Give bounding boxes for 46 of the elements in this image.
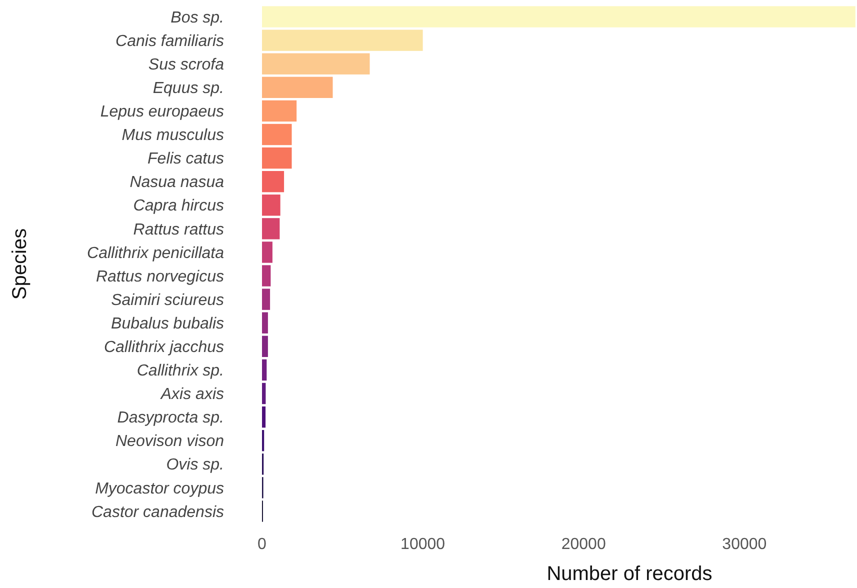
bar bbox=[262, 288, 270, 310]
bar bbox=[262, 124, 292, 146]
y-tick-label: Mus musculus bbox=[122, 127, 224, 144]
y-tick-label: Lepus europaeus bbox=[100, 104, 224, 121]
x-tick-label: 20000 bbox=[561, 536, 606, 553]
y-tick-label: Canis familiaris bbox=[116, 32, 224, 50]
x-tick-label: 30000 bbox=[722, 536, 767, 553]
bar bbox=[262, 242, 272, 263]
y-tick-label: Capra hircus bbox=[133, 198, 224, 215]
y-axis-title: Species bbox=[9, 228, 31, 300]
x-tick-label: 0 bbox=[258, 536, 267, 553]
y-tick-label: Callithrix penicillata bbox=[87, 244, 224, 262]
bar bbox=[262, 76, 333, 98]
bar bbox=[262, 100, 297, 122]
y-tick-label: Equus sp. bbox=[152, 80, 224, 98]
bar bbox=[262, 147, 292, 169]
y-tick-label: Rattus rattus bbox=[133, 221, 224, 238]
y-tick-label: Axis axis bbox=[160, 386, 224, 404]
bar bbox=[262, 170, 284, 192]
bar bbox=[262, 406, 266, 428]
y-tick-label: Dasyprocta sp. bbox=[117, 410, 224, 427]
y-tick-label: Sus scrofa bbox=[148, 56, 224, 74]
bar bbox=[262, 30, 423, 51]
bar bbox=[262, 53, 370, 74]
y-tick-label: Myocastor coypus bbox=[95, 480, 224, 498]
x-tick-label: 10000 bbox=[400, 536, 446, 553]
y-tick-label: Bubalus bubalis bbox=[111, 315, 224, 332]
y-tick-label: Rattus norvegicus bbox=[96, 268, 224, 286]
y-tick-label: Castor canadensis bbox=[91, 504, 224, 521]
y-tick-label: Ovis sp. bbox=[166, 456, 224, 474]
x-axis-title: Number of records bbox=[546, 563, 712, 585]
bar bbox=[262, 359, 267, 381]
bar bbox=[262, 336, 268, 358]
y-tick-label: Nasua nasua bbox=[130, 174, 224, 192]
y-tick-label: Bos sp. bbox=[170, 9, 224, 26]
bar bbox=[262, 312, 268, 334]
y-tick-label: Saimiri sciureus bbox=[111, 292, 224, 309]
y-tick-label: Callithrix sp. bbox=[136, 362, 224, 380]
bar bbox=[262, 265, 271, 286]
y-tick-label: Callithrix jacchus bbox=[104, 339, 224, 356]
bar bbox=[262, 382, 266, 404]
y-tick-label: Felis catus bbox=[148, 150, 224, 168]
y-tick-label: Neovison vison bbox=[116, 433, 224, 450]
bar bbox=[262, 218, 280, 240]
bar bbox=[262, 6, 856, 28]
bar bbox=[262, 194, 280, 216]
